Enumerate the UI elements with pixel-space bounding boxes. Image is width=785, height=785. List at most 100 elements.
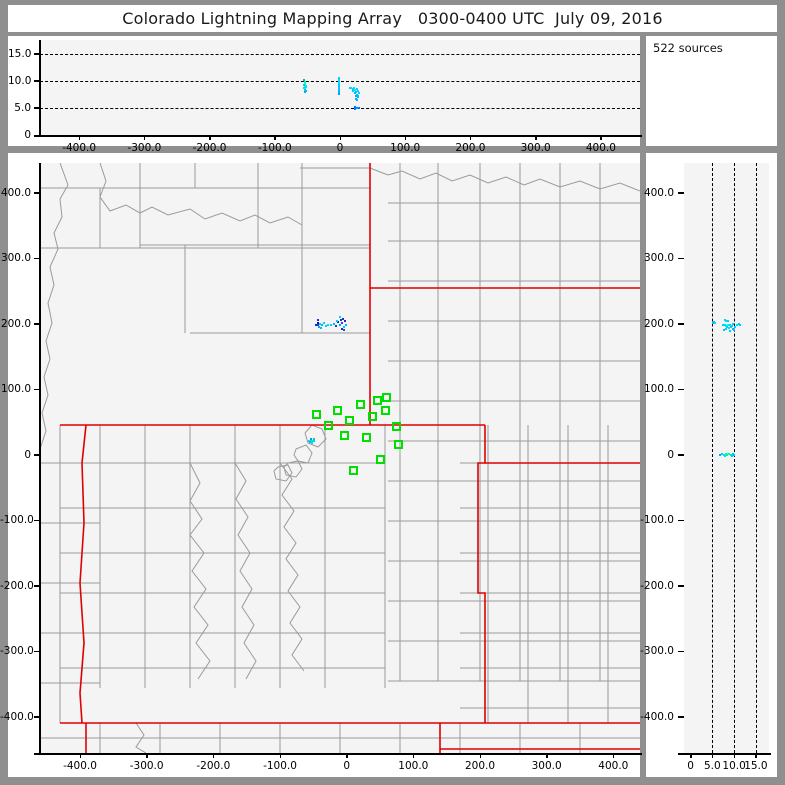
lightning-source (338, 82, 341, 85)
lightning-source (330, 324, 332, 327)
y-tick-label: 15.0 (8, 47, 32, 60)
x-tick-label: 5.0 (703, 760, 721, 772)
lma-station-marker[interactable] (339, 431, 349, 441)
lma-station-marker[interactable] (372, 395, 382, 405)
lightning-source (308, 440, 311, 443)
y-tick (678, 323, 684, 325)
x-tick (209, 135, 211, 140)
lightning-source (358, 91, 361, 94)
lma-station-marker[interactable] (355, 399, 365, 409)
lma-station-marker[interactable] (380, 406, 390, 416)
lightning-source (335, 324, 338, 327)
lma-station-marker[interactable] (382, 392, 392, 402)
x-tick (146, 753, 148, 758)
lightning-source (725, 324, 728, 327)
lightning-source (723, 319, 726, 322)
lightning-source (303, 83, 306, 86)
lightning-source (341, 322, 344, 325)
lightning-source (713, 321, 716, 324)
y-tick-label: -400.0 (0, 710, 34, 723)
y-tick-label: 400.0 (643, 186, 674, 199)
x-tick-label: 0 (336, 142, 344, 154)
y-tick-label: -300.0 (0, 645, 34, 658)
gridline-y-0 (40, 107, 640, 109)
lightning-source (304, 87, 307, 90)
lightning-source (337, 79, 340, 82)
y-tick-label: 300.0 (643, 252, 674, 265)
lma-station-marker[interactable] (323, 421, 333, 431)
y-axis-line (39, 40, 41, 137)
altitude-vs-east-plot-area[interactable] (40, 40, 640, 135)
lma-station-marker[interactable] (344, 416, 354, 426)
y-axis-line (39, 163, 41, 755)
sources-info-panel: 522 sources (646, 36, 777, 146)
lightning-source (356, 89, 359, 92)
x-tick (690, 753, 692, 758)
x-tick (612, 753, 615, 758)
lma-station-marker[interactable] (367, 412, 377, 422)
x-tick (412, 753, 415, 758)
y-tick-label: 100.0 (643, 383, 674, 396)
x-tick (535, 135, 537, 140)
lma-station-marker[interactable] (394, 440, 404, 450)
lightning-source (357, 106, 360, 109)
x-tick (274, 135, 276, 140)
x-axis-line (34, 135, 642, 137)
lma-station-marker[interactable] (362, 432, 372, 442)
plan-view-map-panel: -400.0 -300.0 -200.0 -100.0 0 100.0 200.0 300.0… (0, 153, 642, 777)
window-title-bar: Colorado Lightning Mapping Array 0300-04… (8, 5, 777, 32)
lightning-source (323, 321, 326, 324)
y-tick (678, 585, 684, 587)
y-tick-label: -100.0 (640, 514, 674, 527)
lma-station-marker[interactable] (391, 422, 401, 432)
x-tick-label: -200.0 (192, 142, 227, 154)
y-tick-label: -300.0 (640, 645, 674, 658)
lightning-source (338, 93, 341, 96)
altitude-vs-north-plot-area[interactable] (684, 163, 769, 753)
lma-station-marker[interactable] (332, 405, 342, 415)
lightning-source (312, 438, 315, 441)
y-tick-label: -400.0 (640, 710, 674, 723)
county-line (369, 167, 640, 192)
x-tick-label: 400.0 (585, 142, 616, 154)
y-tick (678, 519, 684, 522)
lightning-source (304, 81, 307, 84)
y-tick (34, 650, 40, 653)
lightning-source (354, 89, 357, 92)
x-tick-label: -400.0 (63, 760, 97, 772)
y-tick (34, 80, 40, 82)
lightning-source (729, 326, 732, 329)
lightning-source (332, 322, 335, 325)
lightning-source (724, 453, 727, 456)
lightning-source (312, 440, 314, 443)
lightning-source (336, 319, 338, 322)
lightning-source (355, 97, 358, 100)
y-tick (34, 388, 40, 391)
lma-station-marker[interactable] (311, 409, 321, 419)
y-tick (678, 388, 684, 391)
lightning-source (739, 323, 742, 326)
y-tick-label: 0 (24, 129, 31, 141)
lma-station-marker[interactable] (348, 465, 358, 475)
lightning-source (732, 322, 735, 325)
state-border (79, 424, 87, 724)
lightning-source (337, 320, 340, 323)
y-tick-label: 200.0 (0, 317, 31, 330)
lightning-source (324, 324, 327, 327)
lightning-source (338, 323, 341, 326)
lightning-source (723, 324, 726, 327)
lightning-source (731, 453, 734, 456)
lightning-source (355, 91, 357, 94)
lightning-source (303, 86, 306, 89)
lightning-source (304, 83, 307, 86)
y-tick-label: -100.0 (0, 514, 34, 527)
lightning-source (737, 322, 740, 325)
plan-view-map-plot-area[interactable] (40, 163, 640, 753)
lightning-source (338, 81, 341, 84)
lightning-source (337, 85, 340, 88)
x-tick (600, 135, 602, 140)
lma-station-marker[interactable] (375, 455, 385, 465)
y-tick (34, 257, 40, 260)
y-tick (678, 716, 684, 718)
